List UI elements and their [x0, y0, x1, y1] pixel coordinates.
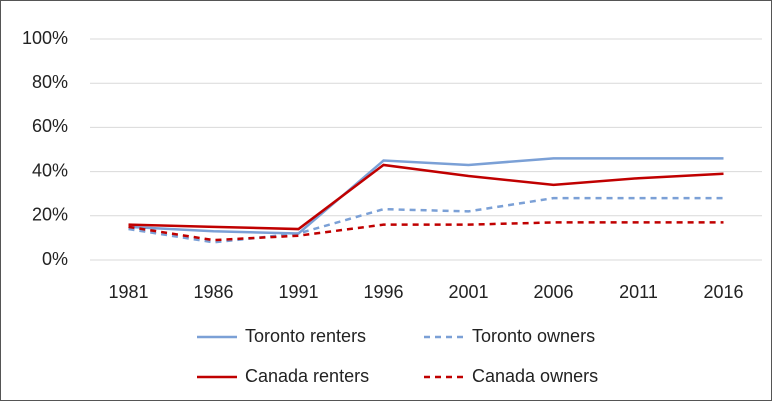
series-line	[128, 196, 724, 244]
legend-label: Toronto renters	[245, 326, 366, 346]
y-tick-label: 0%	[42, 249, 68, 269]
x-tick-label: 2001	[448, 282, 488, 302]
y-tick-label: 100%	[22, 28, 68, 48]
x-tick-label: 2016	[703, 282, 743, 302]
y-tick-label: 60%	[32, 116, 68, 136]
series-line	[128, 221, 724, 242]
x-tick-label: 2006	[533, 282, 573, 302]
x-tick-label: 2011	[619, 282, 658, 302]
x-tick-label: 1986	[193, 282, 233, 302]
series-line	[128, 157, 724, 235]
y-tick-label: 20%	[32, 205, 68, 225]
legend-label: Canada owners	[472, 366, 598, 386]
x-tick-label: 1981	[108, 282, 148, 302]
y-tick-label: 40%	[32, 160, 68, 180]
x-tick-label: 1991	[278, 282, 318, 302]
series-line	[128, 163, 724, 231]
y-tick-label: 80%	[32, 72, 68, 92]
legend-label: Canada renters	[245, 366, 369, 386]
x-tick-label: 1996	[363, 282, 403, 302]
legend-label: Toronto owners	[472, 326, 595, 346]
